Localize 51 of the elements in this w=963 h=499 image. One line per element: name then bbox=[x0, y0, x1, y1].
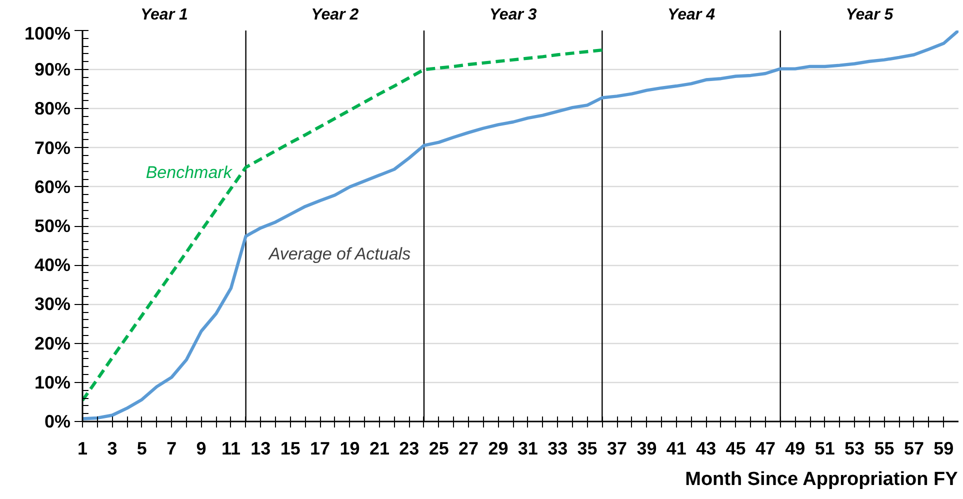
x-tick-label: 31 bbox=[518, 438, 538, 458]
x-tick-label: 45 bbox=[726, 438, 746, 458]
y-tick-label: 20% bbox=[34, 333, 71, 354]
y-tick-label: 60% bbox=[34, 176, 71, 197]
text: Year 4 bbox=[668, 6, 716, 24]
line-series bbox=[82, 30, 958, 420]
y-tick-label: 30% bbox=[34, 294, 71, 314]
x-tick-label: 43 bbox=[696, 438, 716, 458]
x-tick-label: 39 bbox=[636, 438, 657, 458]
x-tick-label: 5 bbox=[136, 438, 147, 458]
x-tick-label: 13 bbox=[250, 438, 271, 458]
x-tick-label: 17 bbox=[310, 438, 330, 458]
x-tick-label: 35 bbox=[577, 438, 598, 458]
x-tick-label: 49 bbox=[785, 438, 806, 458]
x-tick-label: 19 bbox=[340, 438, 360, 458]
x-tick-label: 7 bbox=[166, 438, 177, 458]
text: Year 1 bbox=[140, 6, 188, 24]
y-tick-label: 40% bbox=[34, 255, 71, 276]
x-tick-label: 53 bbox=[844, 438, 865, 458]
y-tick-label: 70% bbox=[34, 138, 71, 158]
x-tick-label: 55 bbox=[874, 438, 894, 458]
series-label: Average of Actuals bbox=[268, 244, 412, 264]
x-tick-label: 47 bbox=[755, 438, 776, 458]
y-tick-label: 90% bbox=[34, 60, 71, 80]
x-tick-label: 25 bbox=[428, 438, 449, 458]
x-tick-label: 21 bbox=[369, 438, 390, 458]
series-label: Benchmark bbox=[146, 162, 234, 182]
y-tick-label: 0% bbox=[44, 412, 70, 432]
x-tick-label: 27 bbox=[458, 438, 479, 458]
x-tick-label: 51 bbox=[814, 438, 835, 458]
x-tick-label: 23 bbox=[399, 438, 420, 458]
x-tick-label: 3 bbox=[107, 438, 118, 458]
y-tick-label: 10% bbox=[34, 372, 71, 392]
x-tick-label: 33 bbox=[548, 438, 568, 458]
text: Year 3 bbox=[489, 6, 537, 24]
y-tick-label: 100% bbox=[24, 24, 71, 44]
x-tick-label: 59 bbox=[934, 438, 954, 458]
line-series bbox=[82, 48, 604, 402]
x-tick-label: 15 bbox=[280, 438, 300, 458]
text: Year 2 bbox=[311, 6, 359, 24]
x-tick-label: 41 bbox=[666, 438, 686, 458]
y-tick-label: 80% bbox=[34, 98, 71, 119]
text: Year 5 bbox=[846, 6, 894, 24]
x-axis-title: Month Since Appropriation FY bbox=[685, 469, 958, 490]
x-tick-label: 9 bbox=[196, 438, 206, 458]
y-tick-label: 50% bbox=[34, 216, 71, 236]
x-tick-label: 57 bbox=[904, 438, 924, 458]
x-tick-label: 1 bbox=[77, 438, 88, 458]
x-tick-label: 37 bbox=[607, 438, 628, 458]
x-tick-label: 11 bbox=[221, 438, 240, 458]
x-tick-label: 29 bbox=[488, 438, 508, 458]
